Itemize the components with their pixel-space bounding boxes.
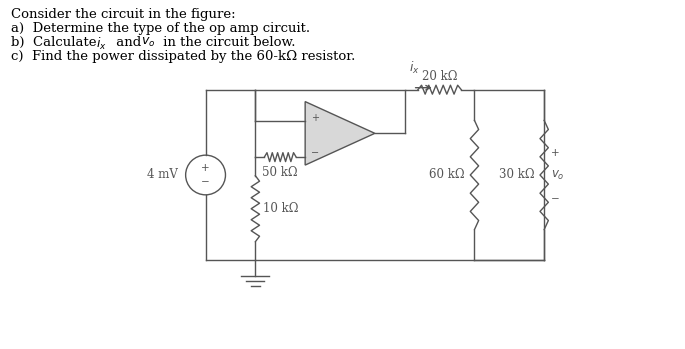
Text: and: and: [112, 36, 145, 49]
Text: 50 kΩ: 50 kΩ: [262, 166, 298, 179]
Text: Consider the circuit in the figure:: Consider the circuit in the figure:: [12, 8, 236, 21]
Text: 30 kΩ: 30 kΩ: [499, 169, 534, 181]
Text: a)  Determine the type of the op amp circuit.: a) Determine the type of the op amp circ…: [12, 22, 310, 35]
Text: 10 kΩ: 10 kΩ: [263, 202, 299, 215]
Text: 60 kΩ: 60 kΩ: [429, 169, 464, 181]
Text: $i_x$: $i_x$: [409, 60, 419, 76]
Text: in the circuit below.: in the circuit below.: [159, 36, 295, 49]
Text: +: +: [311, 113, 319, 124]
Text: $i_x$: $i_x$: [95, 36, 106, 52]
Text: −: −: [201, 177, 210, 187]
Text: c)  Find the power dissipated by the 60-kΩ resistor.: c) Find the power dissipated by the 60-k…: [12, 50, 356, 63]
Text: b)  Calculate: b) Calculate: [12, 36, 101, 49]
Text: 20 kΩ: 20 kΩ: [422, 70, 458, 83]
Text: −: −: [551, 194, 560, 204]
Text: +: +: [201, 163, 210, 173]
Text: $v_o$: $v_o$: [551, 169, 564, 181]
Polygon shape: [305, 102, 375, 165]
Text: 4 mV: 4 mV: [147, 169, 177, 181]
Text: +: +: [551, 148, 560, 158]
Text: $v_o$: $v_o$: [141, 36, 155, 49]
Text: −: −: [311, 148, 319, 158]
